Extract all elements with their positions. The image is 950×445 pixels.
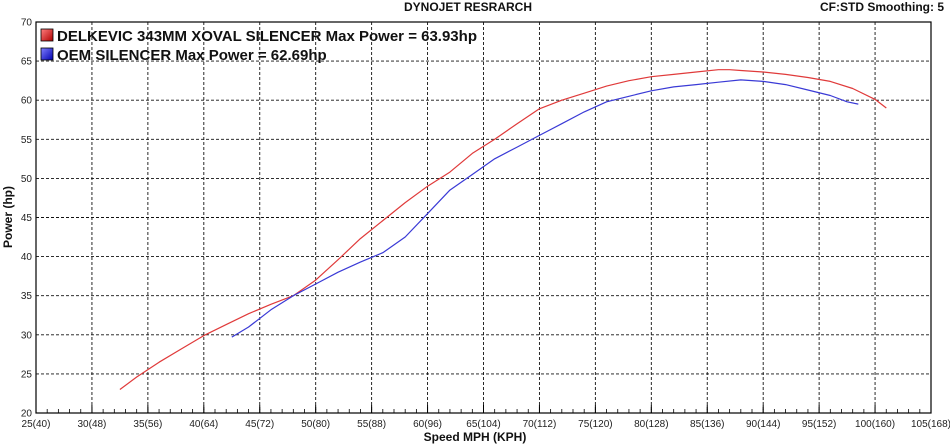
- settings-readout: CF:STD Smoothing: 5: [820, 0, 944, 14]
- y-tick-label: 40: [21, 252, 33, 263]
- x-tick-label: 30(48): [77, 419, 106, 430]
- x-tick-label: 100(160): [855, 419, 895, 430]
- y-tick-label: 60: [21, 96, 33, 107]
- x-tick-label: 75(120): [578, 419, 612, 430]
- y-tick-label: 30: [21, 330, 33, 341]
- x-tick-label: 90(144): [746, 419, 780, 430]
- y-tick-label: 25: [21, 369, 33, 380]
- legend-label-delkevic: DELKEVIC 343MM XOVAL SILENCER Max Power …: [57, 28, 477, 45]
- legend-label-oem: OEM SILENCER Max Power = 62.69hp: [57, 47, 327, 64]
- legend: DELKEVIC 343MM XOVAL SILENCER Max Power …: [40, 28, 477, 64]
- x-axis-label: Speed MPH (KPH): [424, 430, 527, 444]
- x-tick-label: 40(64): [189, 419, 218, 430]
- gridlines: [35, 22, 932, 413]
- x-tick-label: 35(56): [133, 419, 162, 430]
- y-tick-label: 20: [21, 409, 33, 420]
- y-tick-label: 35: [21, 291, 33, 302]
- x-tick-label: 70(112): [523, 419, 557, 430]
- x-tick-label: 45(72): [245, 419, 274, 430]
- legend-swatch-oem: [40, 47, 54, 61]
- x-tick-label: 80(128): [634, 419, 668, 430]
- x-tick-label: 65(104): [466, 419, 500, 430]
- x-tick-label: 85(136): [690, 419, 724, 430]
- series-line-oem: [231, 79, 859, 338]
- x-tick-label: 50(80): [301, 419, 330, 430]
- legend-swatch-delkevic: [40, 28, 54, 42]
- x-tick-label: 60(96): [413, 419, 442, 430]
- x-tick-label: 105(168): [911, 419, 950, 430]
- y-tick-label: 50: [21, 174, 33, 185]
- y-axis-label: Power (hp): [1, 186, 15, 248]
- x-tick-label: 95(152): [802, 419, 836, 430]
- series-line-delkevic: [119, 69, 887, 390]
- y-tick-label: 55: [21, 135, 33, 146]
- series-lines: [119, 69, 887, 390]
- y-tick-label: 70: [21, 18, 33, 29]
- x-tick-label: 25(40): [22, 419, 51, 430]
- x-tick-label: 55(88): [357, 419, 386, 430]
- y-tick-label: 65: [21, 57, 33, 68]
- chart-title: DYNOJET RESRARCH: [404, 0, 533, 14]
- y-tick-label: 45: [21, 213, 33, 224]
- tick-labels: 25(40) 30(48) 35(56) 40(64) 45(72) 50(80) 55(8…: [21, 18, 950, 431]
